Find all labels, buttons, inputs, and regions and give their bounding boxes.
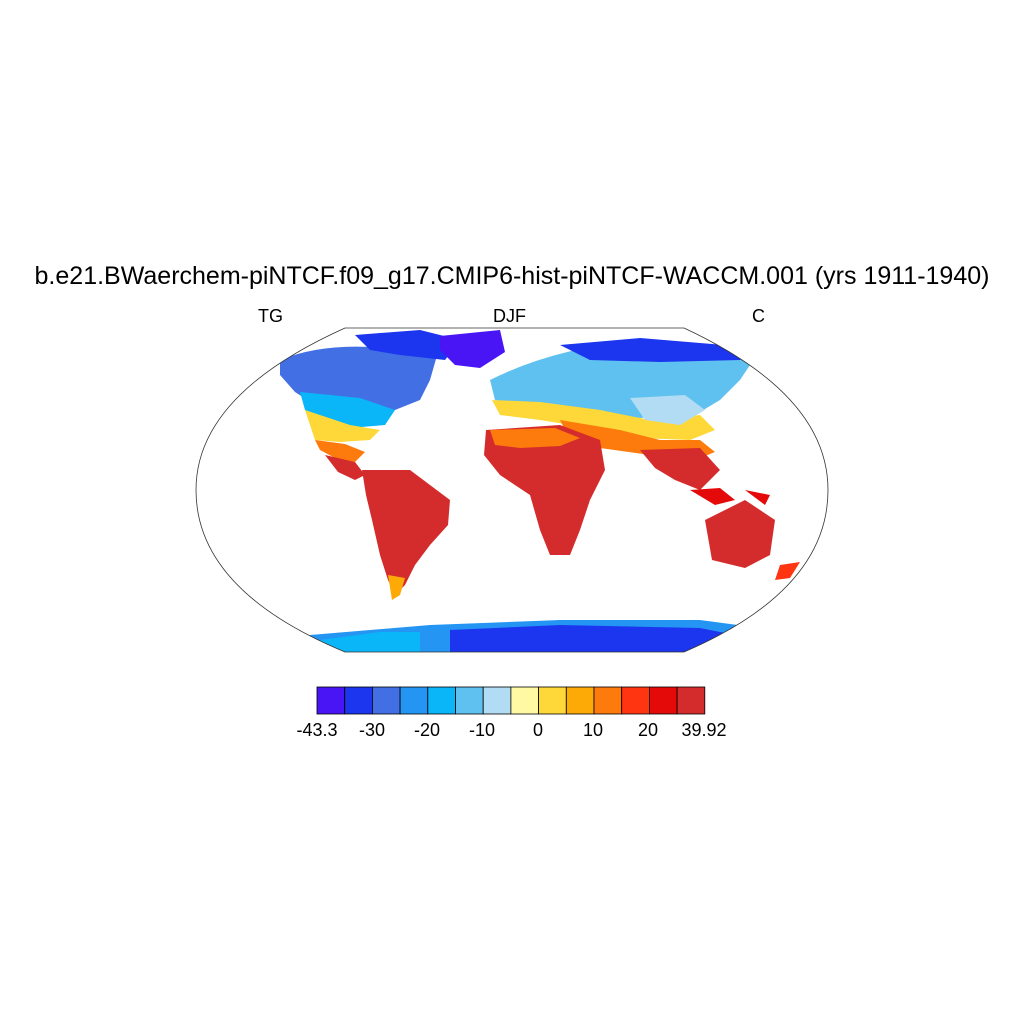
colorbar-swatch [455, 686, 484, 715]
globe-outline [195, 327, 829, 653]
colorbar-swatch [565, 686, 595, 715]
colorbar-swatch [593, 686, 623, 715]
colorbar-swatch [510, 686, 539, 715]
africa-landmass [484, 425, 605, 555]
new-zealand-landmass [775, 562, 800, 580]
colorbar-label: 20 [637, 720, 659, 740]
colorbar-swatch [676, 686, 706, 715]
antarctica-landmass [310, 620, 790, 652]
colorbar-label: -20 [413, 720, 441, 740]
eurasia-landmass [490, 338, 760, 490]
colorbar-label: -10 [468, 720, 496, 740]
variable-label: TG [258, 306, 283, 326]
colorbar-swatch [316, 686, 346, 715]
australia-landmass [705, 500, 775, 568]
north-america-landmass [280, 330, 460, 480]
maritime-continent-islands [690, 488, 770, 505]
season-label: DJF [493, 306, 526, 326]
colorbar-label: -30 [358, 720, 386, 740]
colorbar-label: 10 [582, 720, 604, 740]
colorbar-swatch [399, 686, 429, 715]
colorbar-label: 0 [532, 720, 544, 740]
south-america-landmass [362, 470, 450, 600]
colorbar-swatch [621, 686, 650, 715]
colorbar-swatch [427, 686, 456, 715]
colorbar-label: -43.3 [296, 720, 338, 740]
plot-title: b.e21.BWaerchem-piNTCF.f09_g17.CMIP6-his… [34, 262, 990, 290]
greenland-landmass [440, 330, 505, 368]
colorbar-swatch [371, 686, 401, 715]
colorbar-swatch [538, 686, 567, 715]
colorbar-swatch [649, 686, 678, 715]
colorbar-swatch [344, 686, 373, 715]
colorbar-swatch [482, 686, 512, 715]
colorbar-label: 39.92 [681, 720, 727, 740]
units-label: C [752, 306, 765, 326]
